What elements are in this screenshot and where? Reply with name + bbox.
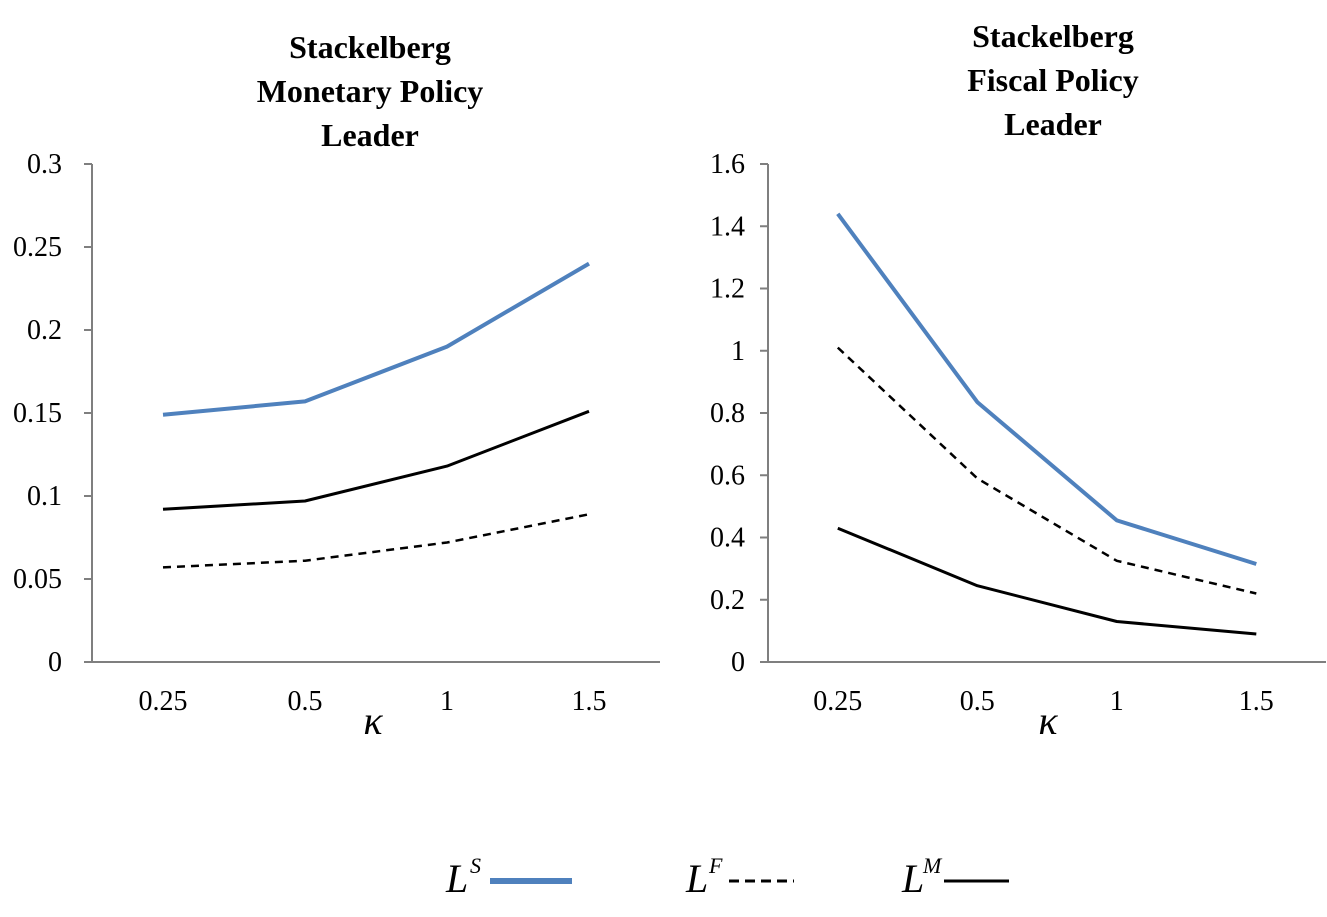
y-tick-label: 0.8 (710, 398, 745, 429)
legend-item-lm: L M (901, 853, 1009, 901)
y-tick-label: 0 (731, 647, 745, 678)
y-tick-label: 0.15 (13, 398, 62, 429)
axes (760, 163, 1326, 663)
chart-title-line-2: Monetary Policy (257, 73, 484, 109)
legend-label-sup: M (922, 853, 943, 878)
x-axis-label: κ (363, 698, 383, 743)
x-tick-label: 1.5 (572, 686, 607, 717)
legend-item-ls: L S (445, 853, 572, 901)
series-line-lm (837, 526, 1257, 636)
series-line-ls (162, 261, 591, 417)
chart-monetary-leader: Stackelberg Monetary Policy Leader 0 0.05… (13, 29, 660, 743)
y-tick-label: 0.6 (710, 460, 745, 491)
chart-title-line-1: Stackelberg (289, 29, 451, 65)
x-tick-label: 1.5 (1239, 686, 1274, 717)
y-tick-label: 0 (48, 647, 62, 678)
chart-title-line-2: Fiscal Policy (967, 62, 1139, 98)
x-axis-ticks: 0.25 0.5 1 1.5 (139, 686, 607, 717)
y-axis-ticks: 0 0.05 0.1 0.15 0.2 0.25 0.3 (13, 149, 62, 678)
x-tick-label: 0.5 (960, 686, 995, 717)
y-tick-label: 0.2 (710, 585, 745, 616)
series-line-ls (836, 212, 1257, 566)
series-line-lf (162, 513, 590, 569)
x-tick-label: 0.25 (813, 686, 862, 717)
y-tick-label: 1 (731, 336, 745, 367)
axes (84, 163, 660, 663)
y-tick-label: 0.4 (710, 523, 745, 554)
legend: L S L F L M (445, 853, 1009, 901)
x-tick-label: 1 (440, 686, 454, 717)
series-line-lm (162, 409, 590, 511)
y-axis-ticks: 0 0.2 0.4 0.6 0.8 1 1.2 1.4 1.6 (710, 149, 745, 678)
y-tick-label: 1.2 (710, 274, 745, 305)
legend-label-sup: S (470, 853, 481, 878)
x-tick-label: 0.5 (288, 686, 323, 717)
x-tick-label: 0.25 (139, 686, 188, 717)
chart-title-line-1: Stackelberg (972, 18, 1134, 54)
legend-item-lf: L F (685, 853, 794, 901)
y-tick-label: 0.2 (27, 315, 62, 346)
x-axis-ticks: 0.25 0.5 1 1.5 (813, 686, 1274, 717)
legend-label-base: L (445, 856, 468, 901)
series-group (836, 212, 1257, 636)
chart-title-line-3: Leader (321, 117, 419, 153)
series-line-lf (836, 346, 1257, 595)
y-tick-label: 0.1 (27, 481, 62, 512)
y-tick-label: 1.6 (710, 149, 745, 180)
legend-label-sup: F (708, 853, 723, 878)
y-tick-label: 0.25 (13, 232, 62, 263)
series-group (162, 261, 591, 569)
legend-label-base: L (901, 856, 924, 901)
x-axis-label: κ (1038, 698, 1058, 743)
y-tick-label: 0.05 (13, 564, 62, 595)
legend-label-base: L (685, 856, 708, 901)
chart-fiscal-leader: Stackelberg Fiscal Policy Leader 0 0.2 0.4… (710, 18, 1326, 743)
chart-title-line-3: Leader (1004, 106, 1102, 142)
y-tick-label: 0.3 (27, 149, 62, 180)
x-tick-label: 1 (1110, 686, 1124, 717)
y-tick-label: 1.4 (710, 211, 745, 242)
